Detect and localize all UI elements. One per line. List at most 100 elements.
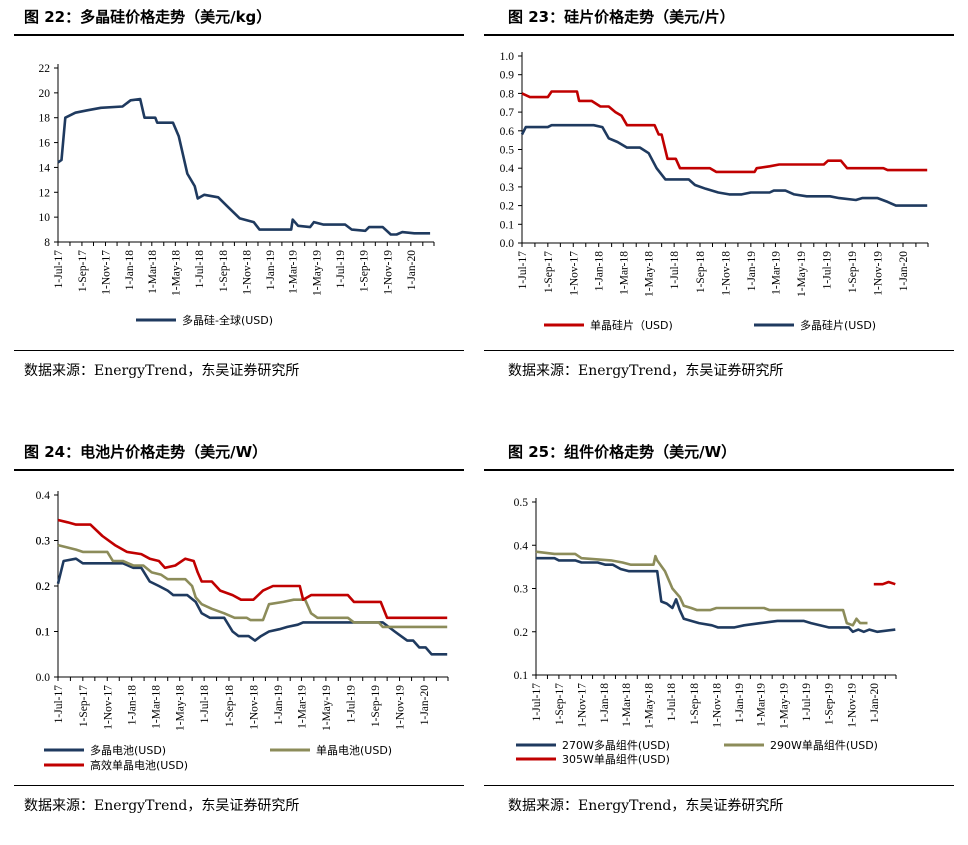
y-tick-label: 0.3	[36, 536, 51, 548]
x-tick-label: 1-Nov-19	[873, 251, 885, 296]
x-tick-label: 1-Sep-19	[359, 250, 371, 292]
y-tick-label: 0.2	[500, 201, 515, 213]
y-tick-label: 10	[39, 212, 51, 224]
y-tick-label: 22	[39, 63, 51, 75]
x-tick-label: 1-Jul-19	[821, 251, 833, 290]
y-tick-label: 12	[39, 187, 51, 199]
source-rule	[14, 785, 464, 786]
y-tick-label: 20	[39, 88, 51, 100]
y-tick-label: 0.1	[514, 670, 529, 682]
x-tick-label: 1-Jan-18	[594, 251, 606, 291]
x-tick-label: 1-Nov-18	[720, 251, 732, 296]
x-tick-label: 1-Nov-18	[248, 685, 260, 730]
y-tick-label: 0.9	[500, 70, 515, 82]
y-tick-label: 0.8	[500, 88, 515, 100]
y-tick-label: 14	[39, 162, 51, 174]
legend-label: 305W单晶组件(USD)	[562, 752, 670, 766]
chart-polysilicon: 8 10 12 14 16 18 20 22 1-Jul-17 1-Sep-17 1-Nov-17 1…	[39, 63, 435, 327]
y-tick-label: 0.4	[36, 490, 51, 502]
x-tick-label: 1-Mar-18	[621, 683, 633, 727]
x-tick-label: 1-Nov-18	[711, 683, 723, 728]
series-line-2	[873, 580, 896, 586]
x-tick-label: 1-Sep-19	[824, 683, 836, 725]
x-tick-label: 1-Nov-17	[568, 251, 580, 296]
x-tick-label: 1-Sep-17	[78, 685, 90, 727]
y-tick-label: 1.0	[500, 51, 515, 63]
y-tick-label: 0.1	[36, 627, 51, 639]
x-tick-label: 1-Sep-17	[554, 683, 566, 725]
title-rule	[484, 34, 954, 36]
x-tick-label: 1-Sep-18	[224, 685, 236, 727]
chart-title: 图 25：组件价格走势（美元/W）	[508, 443, 737, 461]
series-line-0	[536, 556, 896, 634]
x-tick-label: 1-Jul-18	[199, 685, 211, 724]
source-rule	[484, 785, 954, 786]
x-tick-label: 1-May-18	[170, 250, 182, 296]
x-tick-label: 1-Mar-18	[147, 250, 159, 294]
x-tick-label: 1-Nov-17	[102, 685, 114, 730]
y-tick-label: 0.1	[36, 627, 51, 639]
x-tick-label: 1-Jul-17	[53, 685, 65, 724]
series-line-1	[520, 123, 928, 207]
y-tick-label: 0.0	[500, 238, 515, 250]
x-tick-label: 1-May-18	[643, 683, 655, 729]
chart-panel-cell: 图 24：电池片价格走势（美元/W） 0.0 0.1 0.1 0.2 0.2 0.3 0.3…	[0, 435, 484, 845]
x-tick-label: 1-Nov-19	[382, 250, 394, 295]
x-tick-label: 1-Sep-18	[695, 251, 707, 293]
x-tick-label: 1-Jan-20	[406, 250, 418, 290]
x-tick-label: 1-May-19	[778, 683, 790, 729]
legend-label: 单晶电池(USD)	[316, 744, 392, 757]
x-tick-label: 1-Sep-17	[77, 250, 89, 292]
chart-panel-wafer: 图 23：硅片价格走势（美元/片） 0.0 0.1 0.2 0.3 0.4 0.5 0.6 0…	[484, 0, 968, 410]
legend-label: 多晶硅-全球(USD)	[182, 313, 273, 327]
x-tick-label: 1-May-19	[796, 251, 808, 297]
series-line-2	[57, 518, 448, 620]
x-tick-label: 1-Sep-18	[689, 683, 701, 725]
x-tick-label: 1-Jul-18	[194, 250, 206, 289]
x-tick-label: 1-Jan-18	[124, 250, 136, 290]
x-tick-label: 1-Jan-18	[599, 683, 611, 723]
x-tick-label: 1-Jul-17	[517, 251, 529, 290]
x-tick-label: 1-Nov-19	[395, 685, 407, 730]
x-tick-label: 1-Jan-19	[273, 685, 285, 725]
x-tick-label: 1-Jan-18	[127, 685, 139, 725]
legend-label: 270W多晶组件(USD)	[562, 738, 670, 752]
x-tick-label: 1-Jan-19	[746, 251, 758, 291]
x-tick-label: 1-Mar-19	[770, 251, 782, 295]
y-tick-label: 0.5	[514, 497, 529, 509]
y-tick-label: 0.2	[514, 627, 529, 639]
x-tick-label: 1-Jul-17	[531, 683, 543, 722]
y-tick-label: 0.6	[500, 126, 515, 138]
x-tick-label: 1-Jul-17	[53, 250, 65, 289]
x-tick-label: 1-Sep-17	[543, 251, 555, 293]
title-rule	[484, 469, 954, 471]
x-tick-label: 1-Jul-19	[345, 685, 357, 724]
y-tick-label: 0.3	[36, 536, 51, 548]
x-tick-label: 1-Sep-19	[370, 685, 382, 727]
y-tick-label: 0.3	[514, 584, 529, 596]
title-rule	[14, 469, 464, 471]
chart-title: 图 22：多晶硅价格走势（美元/kg）	[24, 8, 272, 26]
x-tick-label: 1-Nov-19	[846, 683, 858, 728]
series-line-0	[521, 90, 928, 174]
x-tick-label: 1-Mar-18	[150, 685, 162, 729]
data-source: 数据来源：EnergyTrend，东吴证券研究所	[24, 363, 300, 379]
x-tick-label: 1-Nov-17	[576, 683, 588, 728]
x-tick-label: 1-Jan-20	[869, 683, 881, 723]
chart-title: 图 24：电池片价格走势（美元/W）	[24, 443, 268, 461]
y-tick-label: 0.3	[500, 182, 515, 194]
y-tick-label: 0.2	[36, 581, 51, 593]
x-tick-label: 1-Jan-19	[734, 683, 746, 723]
x-tick-label: 1-Jul-19	[335, 250, 347, 289]
x-tick-label: 1-Jan-20	[419, 685, 431, 725]
x-tick-label: 1-Mar-19	[288, 250, 300, 294]
chart-title: 图 23：硅片价格走势（美元/片）	[508, 8, 735, 26]
x-tick-label: 1-May-18	[644, 251, 656, 297]
y-tick-label: 18	[39, 113, 51, 125]
chart-panel-module: 图 25：组件价格走势（美元/W） 0.1 0.2 0.3 0.4 0.5 1-Jul-1…	[484, 435, 968, 845]
y-tick-label: 0.2	[36, 581, 51, 593]
source-rule	[484, 350, 954, 351]
series-line-1	[535, 550, 868, 627]
x-tick-label: 1-May-18	[175, 685, 187, 731]
legend-label: 单晶硅片（USD)	[590, 319, 673, 332]
